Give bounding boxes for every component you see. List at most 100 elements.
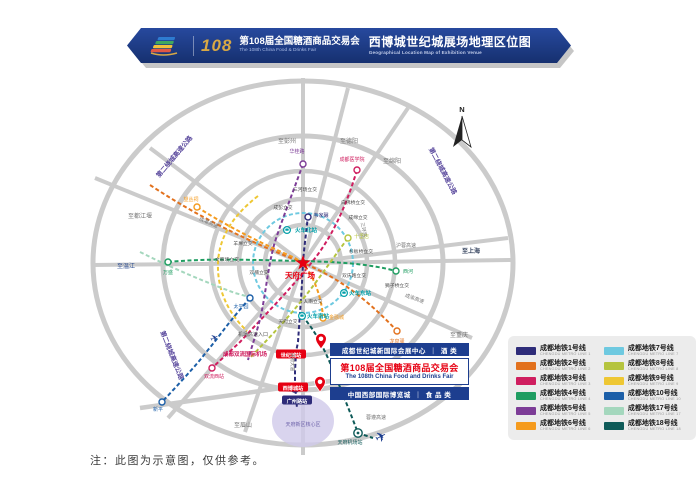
map-label: 十里店 [354, 233, 369, 240]
banner-title-group: 第108届全国糖酒商品交易会 The 108th China Food & Dr… [239, 37, 359, 53]
legend-line-name-en: CHENGDU METRO LINE 1 [540, 352, 591, 357]
map-label: 成都医学院 [339, 156, 364, 163]
station-badge-label: 西博城站 [283, 384, 305, 392]
location-pin-icon [315, 333, 327, 350]
map-label: 至德阳 [340, 137, 358, 145]
legend-line-name-en: CHENGDU METRO LINE 5 [540, 412, 591, 417]
map-label: 羊犀立交 [233, 240, 252, 247]
metro-line-10 [161, 297, 251, 403]
legend-item: 成都地铁5号线 CHENGDU METRO LINE 5 [516, 403, 602, 418]
metro-station [304, 213, 312, 221]
fair-title-cn: 第108届全国糖酒商品交易会 [239, 36, 360, 48]
radial-road [301, 106, 410, 265]
map-label: 白佛桥立交 [341, 199, 365, 206]
legend-item: 成都地铁18号线 CHENGDU METRO LINE 18 [603, 418, 692, 433]
legend-line-name-cn: 成都地铁18号线 [627, 419, 678, 427]
map-label: 至上海 [462, 247, 480, 255]
legend-color-swatch [516, 391, 536, 400]
map-label: 文家场立交 [215, 256, 239, 263]
map-label: 成彭立交 [273, 204, 292, 211]
north-label: N [459, 105, 464, 114]
metro-line-legend: 成都地铁1号线 CHENGDU METRO LINE 1 成都地铁2号线 CHENGD… [508, 336, 696, 440]
callout-separator: ｜ [429, 347, 437, 355]
map-label: 成都双流国际机场 [223, 350, 268, 358]
map-label: 双楠立交 [249, 269, 268, 276]
map-label: 万盛 [163, 269, 173, 276]
radial-road [166, 261, 305, 420]
legend-item: 成都地铁4号线 CHENGDU METRO LINE 4 [516, 388, 602, 403]
location-pin-icon [314, 376, 326, 393]
legend-line-name-en: CHENGDU METRO LINE 4 [540, 397, 591, 402]
map-label: 成渝高速 [404, 292, 425, 305]
legend-line-name-cn: 成都地铁10号线 [627, 389, 678, 397]
metro-station [393, 327, 401, 335]
map-label: 第二绕城高速公路 [427, 146, 460, 197]
metro-station [353, 166, 361, 174]
metro-station [246, 294, 254, 302]
map-label: 双庆路立交 [342, 272, 366, 279]
tianfu-square-star-icon [295, 255, 311, 270]
venue-callout-bottom: 中国西部国际博览城 ｜ 食 品 类 [330, 387, 469, 400]
metro-line-3 [211, 169, 358, 369]
legend-line-name-cn: 成都地铁2号线 [540, 359, 586, 367]
legend-line-name-en: CHENGDU METRO LINE 9 [627, 382, 679, 387]
venue-callout-top: 成都世纪城新国际会展中心 ｜ 酒 类 [330, 343, 469, 356]
map-label: 蓉遵高速 [366, 414, 386, 421]
railway-station-icon [285, 228, 289, 231]
map-label: 天府新区核心区 [285, 421, 320, 428]
tianfu-new-district-area [272, 395, 334, 447]
metro-station [319, 314, 327, 322]
legend-line-name-cn: 成都地铁1号线 [540, 344, 586, 352]
radial-road [243, 262, 305, 433]
legend-item: 成都地铁1号线 CHENGDU METRO LINE 1 [516, 343, 602, 358]
map-label: 至眉山 [234, 421, 252, 429]
legend-line-name-en: CHENGDU METRO LINE 8 [627, 367, 679, 372]
legend-item: 成都地铁7号线 CHENGDU METRO LINE 7 [603, 343, 692, 358]
legend-line-name-cn: 成都地铁4号线 [540, 389, 586, 397]
map-label: 狮子桥立交 [385, 282, 409, 289]
venue-bottom-category: 食 品 类 [425, 391, 452, 399]
legend-line-name-cn: 成都地铁8号线 [627, 359, 674, 367]
station-badge [278, 382, 308, 392]
station-badge [282, 395, 312, 405]
metro-line-18 [301, 315, 374, 439]
map-label: 火车北站 [295, 226, 318, 234]
legend-color-swatch [516, 346, 536, 355]
legend-line-name-cn: 成都地铁6号线 [540, 419, 586, 427]
metro-line-9 [216, 195, 259, 332]
legend-item: 成都地铁10号线 CHENGDU METRO LINE 10 [603, 388, 692, 403]
radial-road [94, 176, 304, 265]
legend-color-swatch [603, 361, 624, 370]
map-label: 机场高速入口 [238, 331, 268, 338]
compass-icon [453, 116, 462, 147]
header-banner: 108 第108届全国糖酒商品交易会 The 108th China Food … [127, 28, 577, 68]
legend-line-name-en: CHENGDU METRO LINE 2 [540, 367, 591, 372]
metro-station [392, 267, 400, 275]
interchange-dot [356, 431, 360, 435]
map-label: 至重庆 [450, 331, 468, 339]
legend-item: 成都地铁17号线 CHENGDU METRO LINE 17 [603, 403, 692, 418]
map-label: 金融城 [329, 314, 344, 321]
fair-callout-title-en: The 108th China Food and Drinks Fair [345, 373, 454, 380]
map-label: 望丛祠 [183, 196, 198, 203]
map-label: 天府大道 [289, 353, 296, 371]
map-label: 天府立交 [278, 318, 297, 325]
legend-line-name-en: CHENGDU METRO LINE 7 [627, 352, 679, 357]
legend-line-name-cn: 成都地铁9号线 [627, 374, 674, 382]
airport-plane-icon: ✈ [209, 332, 222, 346]
radial-road [148, 146, 305, 265]
station-badge-label: 广州路站 [287, 397, 309, 405]
venue-bottom-name: 中国西部国际博览城 [347, 391, 411, 399]
metro-station [299, 160, 307, 168]
map-title-cn: 西博城世纪城展场地理区位图 [368, 34, 532, 49]
metro-line-4 [167, 258, 397, 272]
legend-color-swatch [603, 391, 624, 400]
legend-line-name-cn: 成都地铁5号线 [540, 404, 586, 412]
legend-color-swatch [603, 421, 624, 430]
legend-line-name-cn: 成都地铁17号线 [627, 404, 678, 412]
radial-road [302, 236, 509, 265]
map-label: 至都江堰 [128, 212, 152, 220]
map-label: 新平 [153, 406, 163, 413]
map-label: 至彭州 [278, 137, 296, 145]
logo-number: 108 [201, 35, 233, 55]
